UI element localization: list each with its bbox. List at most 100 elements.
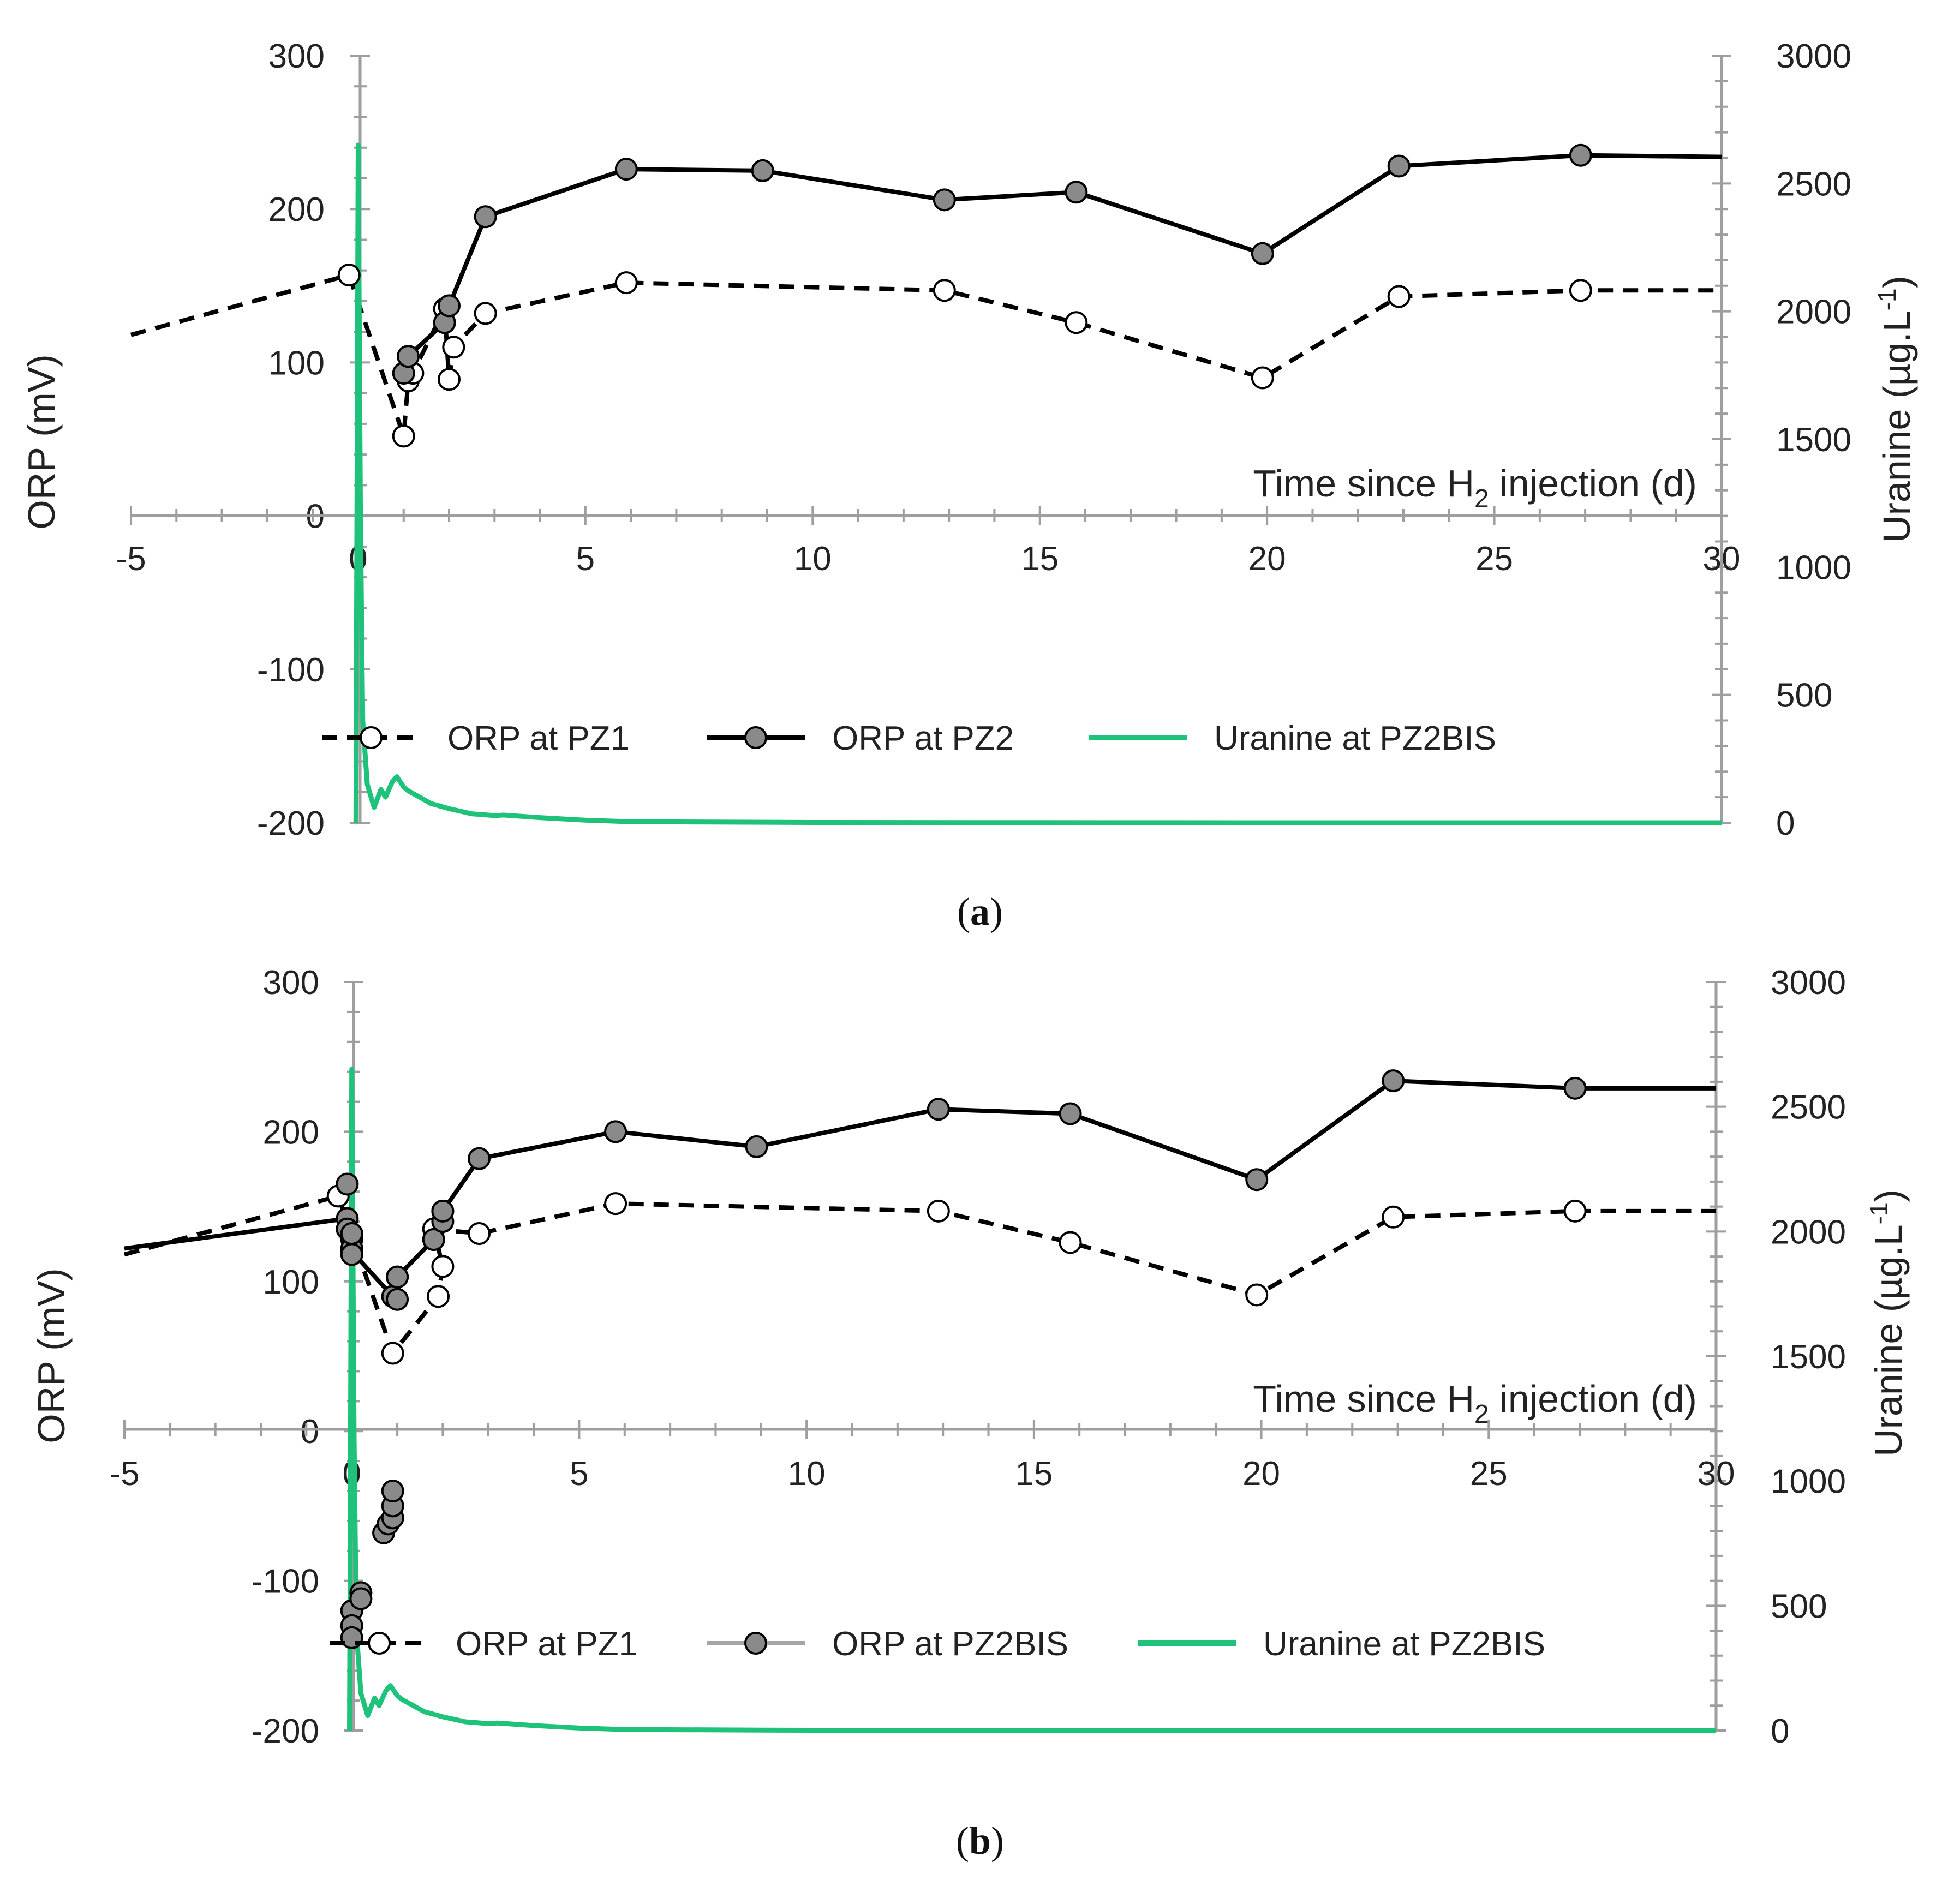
- data-point-orp-at-pz1: [933, 279, 956, 302]
- legend-item-uranine-at-pz2bis: Uranine at PZ2BIS: [1089, 720, 1496, 757]
- data-point-orp-at-pz2bis: [422, 1228, 445, 1251]
- x-tick-label: 5: [576, 540, 595, 578]
- caption-open: (: [956, 1819, 969, 1863]
- legend-item-orp-at-pz1: ORP at PZ1: [322, 720, 629, 757]
- left-y-tick-label: 300: [268, 38, 325, 75]
- right-y-tick-label: 1000: [1776, 549, 1851, 586]
- data-point-orp-at-pz2bis: [1059, 1102, 1082, 1125]
- data-point-orp-at-pz2: [474, 205, 497, 229]
- left-y-tick-label: 0: [301, 1413, 319, 1451]
- x-axis-title: Time since H2 injection (d): [1253, 462, 1697, 513]
- right-title-main: Uranine (µg.L: [1867, 1224, 1910, 1457]
- series-line-uranine-at-pz2bis: [353, 142, 1722, 825]
- right-y-tick-label: 1500: [1776, 421, 1851, 459]
- data-point-orp-at-pz1: [1569, 279, 1592, 302]
- data-point-orp-at-pz1: [1245, 1283, 1269, 1307]
- chart-panel-a: -200 -100 0 100 200 3000 500 1000 1500 2000 2500 30…: [20, 38, 1918, 933]
- x-title-prefix: Time since H: [1253, 462, 1474, 505]
- x-tick-label: -5: [116, 540, 146, 578]
- legend-swatch-marker: [744, 726, 767, 749]
- data-point-orp-at-pz2: [1065, 181, 1088, 204]
- data-point-orp-at-pz2bis: [386, 1288, 409, 1311]
- right-y-tick-label: 2000: [1771, 1213, 1846, 1251]
- caption-open: (: [957, 890, 970, 933]
- right-y-tick-label: 2500: [1776, 165, 1851, 203]
- right-title-close: ): [1867, 1189, 1910, 1202]
- legend-item-uranine-at-pz2bis: Uranine at PZ2BIS: [1138, 1625, 1545, 1663]
- legend-item-orp-at-pz2: ORP at PZ2: [707, 720, 1014, 757]
- x-title-suffix: injection (d): [1489, 1378, 1697, 1420]
- x-tick-label: 30: [1703, 540, 1741, 578]
- series-line-orp-at-pz1: [123, 1194, 1716, 1356]
- data-point-orp-at-pz1: [1065, 311, 1088, 334]
- left-y-tick-label: 100: [268, 344, 325, 382]
- right-title-close: ): [1875, 276, 1918, 288]
- legend-label: Uranine at PZ2BIS: [1263, 1625, 1545, 1663]
- data-point-orp-at-pz1: [468, 1222, 491, 1245]
- panel-caption: (b): [956, 1819, 1004, 1863]
- x-tick-label: 20: [1248, 540, 1286, 578]
- caption-letter: b: [969, 1819, 991, 1863]
- left-y-axis-title: ORP (mV): [30, 1268, 73, 1444]
- data-point-orp-at-pz1: [1059, 1231, 1082, 1254]
- data-point-orp-at-pz2: [438, 294, 461, 318]
- series-line-orp-at-pz1: [130, 273, 1722, 439]
- x-title-suffix: injection (d): [1489, 462, 1697, 505]
- x-tick-label: 10: [794, 540, 832, 578]
- legend-swatch-marker: [744, 1632, 767, 1655]
- data-point-orp-at-pz2bis: [745, 1135, 768, 1158]
- x-title-subscript: 2: [1474, 484, 1489, 513]
- data-point-orp-at-pz2bis: [927, 1098, 950, 1121]
- right-y-tick-label: 3000: [1776, 38, 1851, 75]
- data-point-orp-at-pz1: [927, 1199, 950, 1223]
- legend-item-orp-at-pz1: ORP at PZ1: [330, 1625, 637, 1663]
- data-point-orp-at-pz2bis: [468, 1147, 491, 1170]
- data-point-orp-at-pz2: [1387, 154, 1411, 178]
- data-point-orp-at-pz1: [392, 424, 415, 448]
- data-point-orp-at-pz1: [427, 1285, 450, 1308]
- data-point-orp-at-pz2bis: [1382, 1069, 1405, 1093]
- x-tick-label: 5: [570, 1455, 588, 1493]
- data-point-orp-at-pz1: [1382, 1205, 1405, 1229]
- right-y-tick-label: 1500: [1771, 1338, 1846, 1376]
- x-tick-label: 15: [1015, 1455, 1053, 1493]
- data-point-orp-at-pz2bis: [349, 1587, 373, 1610]
- data-point-orp-at-pz1: [438, 368, 461, 391]
- data-point-orp-at-pz2bis: [340, 1222, 363, 1245]
- x-tick-label: -5: [109, 1455, 139, 1493]
- data-point-orp-at-pz1: [442, 336, 465, 359]
- series-line-orp-at-pz2bis: [124, 1079, 1716, 1299]
- data-point-orp-at-pz1: [431, 1255, 455, 1278]
- x-title-subscript: 2: [1474, 1400, 1489, 1429]
- data-point-orp-at-pz2: [1251, 242, 1274, 265]
- left-y-tick-label: 300: [263, 964, 319, 1002]
- x-title-prefix: Time since H: [1253, 1378, 1474, 1420]
- data-point-orp-at-pz2bis: [336, 1172, 359, 1196]
- caption-letter: a: [970, 890, 990, 933]
- left-y-tick-label: -200: [257, 805, 325, 842]
- right-y-axis-title: Uranine (µg.L-1): [1865, 1189, 1910, 1457]
- x-tick-label: 30: [1698, 1455, 1735, 1493]
- data-point-orp-at-pz2bis: [386, 1265, 409, 1289]
- right-y-tick-label: 3000: [1771, 964, 1846, 1002]
- data-point-orp-at-pz2bis: [381, 1479, 404, 1502]
- data-point-orp-at-pz1: [1563, 1199, 1587, 1223]
- data-point-orp-at-pz1: [1387, 285, 1411, 308]
- x-tick-label: 15: [1021, 540, 1059, 578]
- data-point-orp-at-pz2: [1569, 143, 1592, 167]
- panel-caption: (a): [957, 890, 1003, 933]
- legend-label: Uranine at PZ2BIS: [1214, 720, 1496, 757]
- left-y-tick-label: 200: [268, 191, 325, 229]
- caption-close: ): [991, 1819, 1004, 1863]
- data-point-orp-at-pz1: [604, 1192, 628, 1216]
- data-point-orp-at-pz2bis: [431, 1199, 455, 1223]
- right-title-superscript: -1: [1873, 288, 1901, 310]
- right-title-main: Uranine (µg.L: [1875, 310, 1918, 543]
- data-point-orp-at-pz1: [1251, 366, 1274, 390]
- left-y-axis-title: ORP (mV): [20, 354, 63, 530]
- right-y-axis-title: Uranine (µg.L-1): [1873, 276, 1918, 543]
- data-point-orp-at-pz2: [397, 345, 420, 368]
- left-y-tick-label: -200: [252, 1713, 319, 1750]
- data-point-orp-at-pz2bis: [1245, 1168, 1269, 1192]
- data-point-orp-at-pz1: [474, 302, 497, 325]
